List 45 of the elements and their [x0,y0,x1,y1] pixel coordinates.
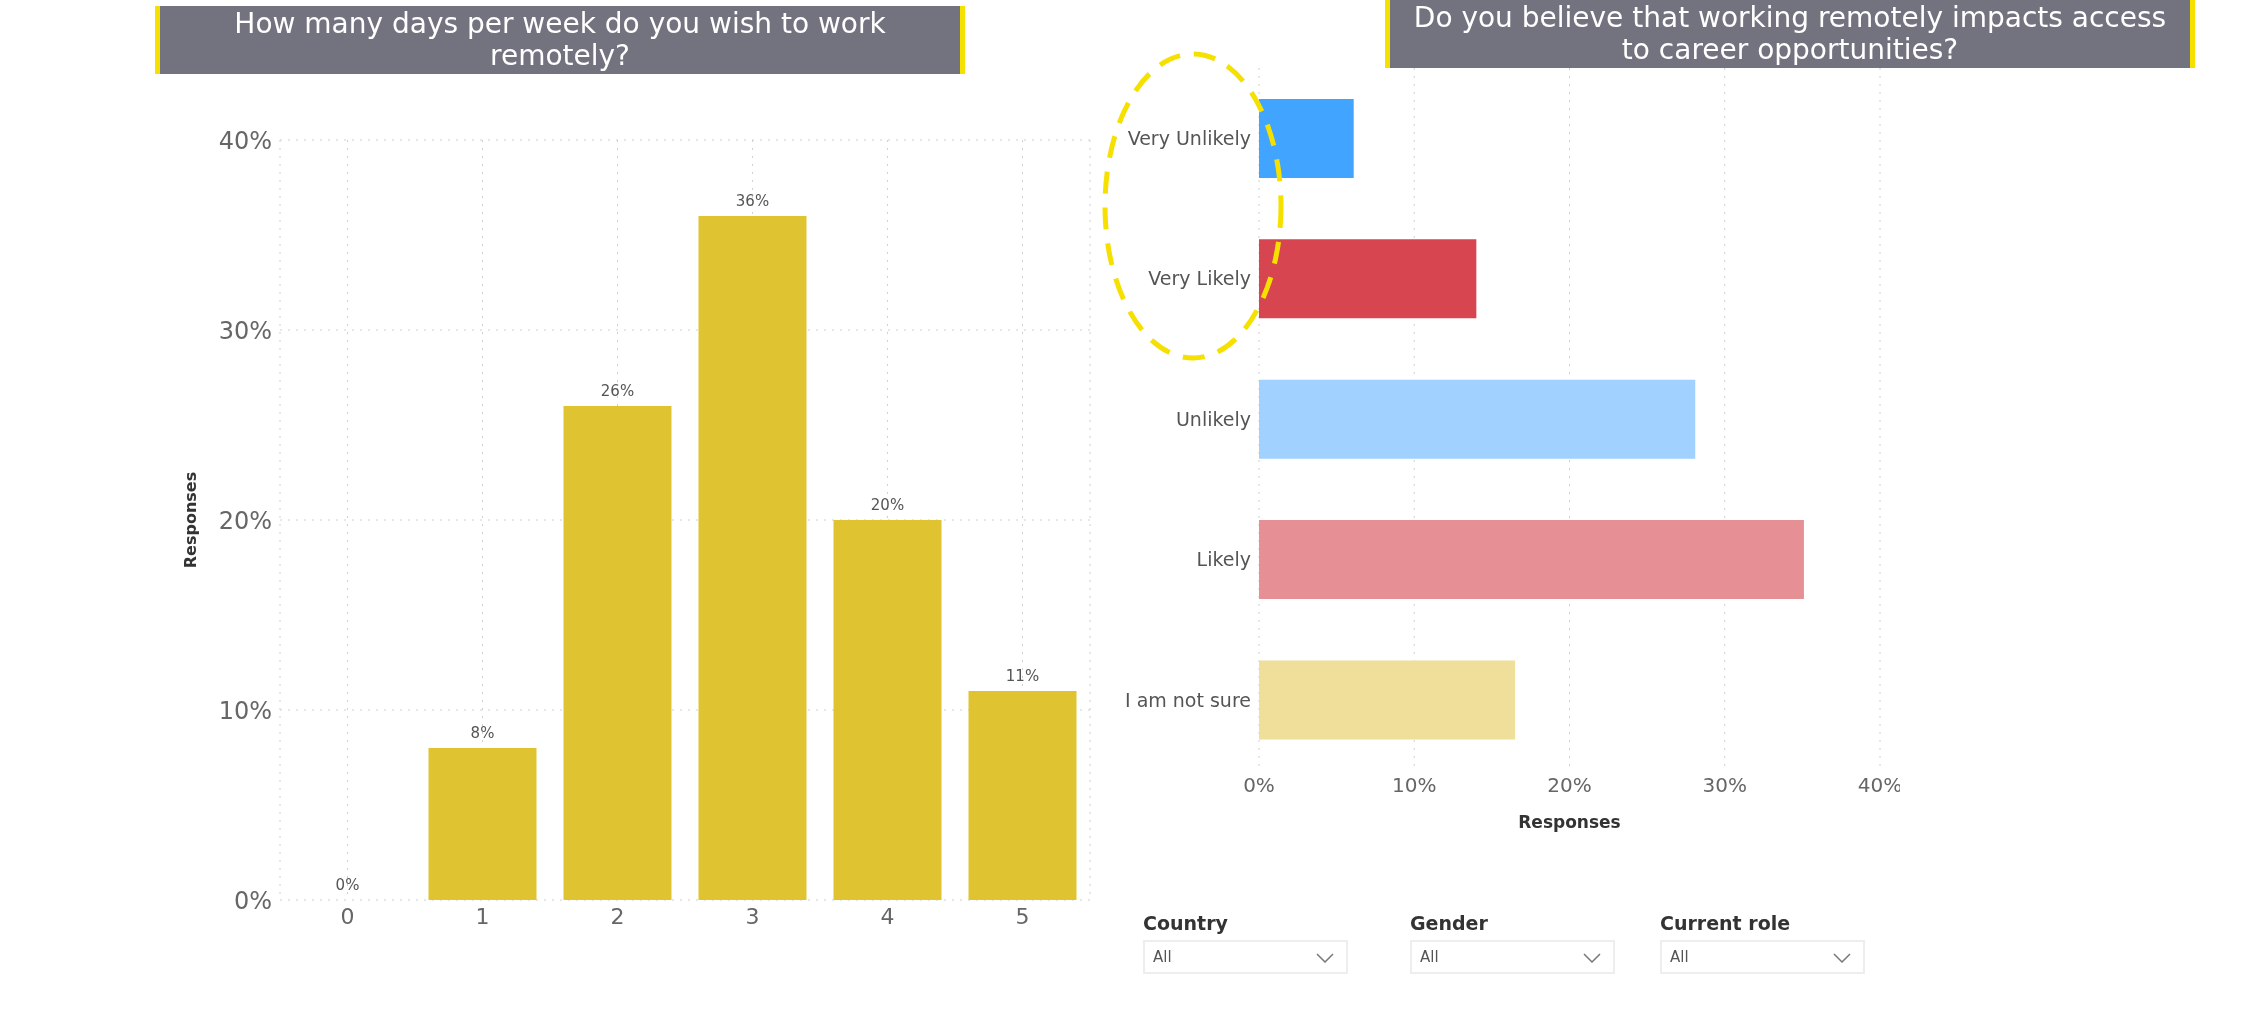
bar [968,691,1077,900]
text: Current role [1660,912,1792,934]
y-axis-title: Responses [180,471,200,569]
bar [833,520,942,900]
bar [1259,379,1696,459]
dropdown-field: All [1660,940,1865,974]
x-axis-title: Responses [1518,812,1621,832]
text: Gender [1410,912,1489,934]
data-label: 0% [335,876,360,894]
data-label: 11% [1005,667,1040,685]
data-label: 26% [600,382,635,400]
y-tick-label: 20% [218,506,272,535]
y-tick-label: Unlikely [1175,407,1251,430]
bar [1259,239,1477,319]
data-label: 36% [735,192,770,210]
text: Country [1143,912,1229,934]
data-label: 8% [470,724,495,742]
y-tick-label: 30% [218,316,272,345]
chart-title: Do you believe that working remotely impacts access to career opportunities? [1385,0,2195,68]
x-tick-label: 30% [1702,773,1747,798]
bar [1259,98,1354,178]
y-tick-label: 10% [218,696,272,725]
bar [698,216,807,900]
data-label: 20% [870,496,905,514]
x-tick-label: 4 [880,903,895,929]
y-tick-label: I am not sure [1124,688,1251,711]
x-tick-label: 0% [1243,773,1275,798]
x-tick-label: 10% [1392,773,1437,798]
bar [1259,660,1516,740]
x-tick-label: 0 [340,903,355,929]
y-tick-label: Likely [1196,548,1251,571]
x-tick-label: 5 [1015,903,1030,929]
x-tick-label: 20% [1547,773,1592,798]
chart-title: How many days per week do you wish to work remotely? [155,6,965,74]
bar [428,748,537,900]
x-tick-label: 2 [610,903,625,929]
x-tick-label: 1 [475,903,490,929]
bar [1259,520,1804,600]
bar [563,406,672,900]
dropdown-field: All [1410,940,1615,974]
y-tick-label: Very Unlikely [1127,126,1251,149]
dropdown-field: All [1143,940,1348,974]
y-tick-label: 40% [218,126,272,155]
y-tick-label: Very Likely [1148,267,1251,290]
x-tick-label: 3 [745,903,760,929]
